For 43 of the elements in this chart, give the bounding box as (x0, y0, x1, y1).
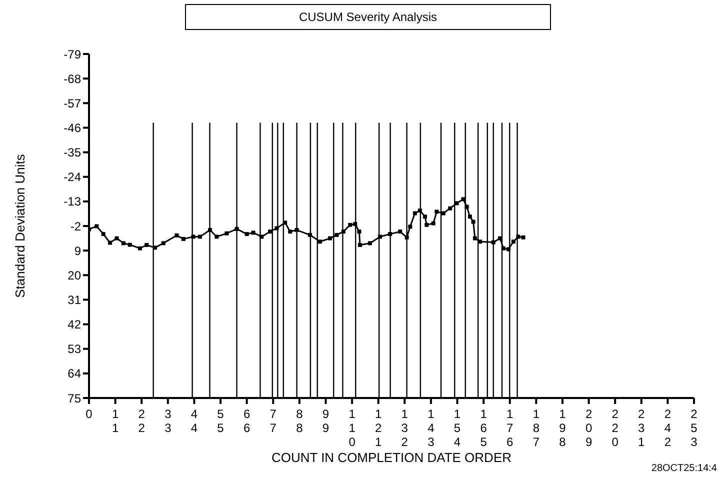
x-tick-label: 0 (86, 407, 93, 421)
x-tick-label: 7 7 (270, 407, 277, 435)
y-tick-label: -68 (64, 72, 82, 86)
y-tick-label: -24 (64, 170, 82, 184)
y-axis-title: Standard Deviation Units (12, 154, 28, 298)
y-tick-label: 9 (74, 244, 82, 258)
x-tick-label: 1 2 1 (375, 407, 382, 449)
y-tick-label: 75 (68, 391, 82, 406)
x-tick-label: 3 3 (164, 407, 172, 435)
x-tick-label: 1 1 (112, 407, 119, 435)
x-tick-label: 9 9 (322, 407, 330, 435)
y-tick-label: -79 (64, 47, 82, 62)
x-tick-label: 4 4 (190, 407, 198, 435)
x-tick-label: 2 3 1 (638, 407, 646, 449)
x-tick-label: 1 7 6 (506, 407, 514, 449)
x-tick-label: 2 2 (138, 407, 146, 435)
x-tick-label: 1 3 2 (401, 407, 408, 449)
x-tick-label: 5 5 (217, 407, 224, 435)
y-tick-label: -2 (70, 219, 82, 234)
x-tick-label: 1 9 8 (559, 407, 566, 449)
y-tick-label: -46 (64, 120, 82, 135)
x-tick-label: 8 8 (296, 407, 304, 435)
y-tick-label: -57 (64, 96, 82, 110)
x-tick-label: 2 0 9 (585, 407, 592, 449)
chart-title: CUSUM Severity Analysis (185, 4, 551, 30)
y-tick-label: 20 (68, 268, 82, 282)
x-axis-title: COUNT IN COMPLETION DATE ORDER (271, 450, 512, 465)
y-tick-label: 42 (68, 318, 82, 332)
x-tick-label: 6 6 (243, 407, 250, 435)
y-tick-label: 53 (68, 342, 82, 356)
y-tick-label: 31 (68, 292, 82, 307)
x-tick-label: 1 8 7 (532, 407, 540, 449)
x-tick-label: 1 4 3 (428, 407, 435, 449)
x-tick-label: 1 6 5 (480, 407, 488, 449)
text: 28OCT25:14:4 (651, 463, 717, 474)
x-tick-label: 2 2 0 (612, 407, 619, 449)
x-tick-label: 1 5 4 (454, 407, 461, 449)
y-tick-label: -13 (64, 194, 82, 209)
y-tick-label: -35 (64, 146, 82, 160)
x-tick-label: 1 1 0 (348, 407, 356, 449)
x-tick-label: 2 4 2 (664, 407, 672, 449)
x-tick-label: 2 5 3 (690, 407, 698, 449)
y-tick-label: 64 (68, 366, 82, 381)
